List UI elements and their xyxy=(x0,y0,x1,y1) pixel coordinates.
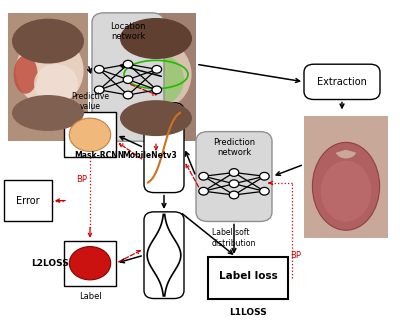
Ellipse shape xyxy=(312,143,380,230)
Text: Predictive
value: Predictive value xyxy=(71,92,109,111)
Ellipse shape xyxy=(12,95,84,131)
Circle shape xyxy=(199,172,208,180)
FancyBboxPatch shape xyxy=(144,103,184,193)
Ellipse shape xyxy=(124,39,192,110)
FancyBboxPatch shape xyxy=(196,132,272,221)
FancyBboxPatch shape xyxy=(304,64,380,100)
Circle shape xyxy=(123,76,133,83)
Circle shape xyxy=(199,187,208,195)
Ellipse shape xyxy=(120,18,192,59)
FancyBboxPatch shape xyxy=(144,212,184,299)
Circle shape xyxy=(229,180,239,187)
Bar xyxy=(208,257,288,299)
Text: Label soft
distribution: Label soft distribution xyxy=(212,228,256,247)
Bar xyxy=(116,13,196,141)
Circle shape xyxy=(94,86,104,94)
Bar xyxy=(4,180,52,221)
Circle shape xyxy=(260,187,269,195)
Ellipse shape xyxy=(14,55,38,94)
Text: Prediction
network: Prediction network xyxy=(213,138,255,157)
Text: Mask-RCNN: Mask-RCNN xyxy=(74,151,124,160)
Wedge shape xyxy=(336,150,356,159)
Text: BP: BP xyxy=(290,251,302,260)
Circle shape xyxy=(123,60,133,68)
Text: Label: Label xyxy=(79,292,101,301)
Circle shape xyxy=(229,169,239,176)
Bar xyxy=(64,241,116,286)
Circle shape xyxy=(94,65,104,73)
Text: Extraction: Extraction xyxy=(317,77,367,87)
Text: L1LOSS: L1LOSS xyxy=(229,308,267,317)
Ellipse shape xyxy=(16,35,84,106)
Text: MobileNetv3: MobileNetv3 xyxy=(122,151,177,160)
Text: BP: BP xyxy=(76,175,88,184)
Text: L2LOSS: L2LOSS xyxy=(31,259,69,268)
Circle shape xyxy=(69,118,111,152)
Circle shape xyxy=(260,172,269,180)
Text: Label loss: Label loss xyxy=(219,271,277,281)
Circle shape xyxy=(152,86,162,94)
Ellipse shape xyxy=(128,53,184,107)
Text: Error: Error xyxy=(16,195,40,206)
Ellipse shape xyxy=(34,64,78,103)
Bar xyxy=(304,116,388,238)
Text: Location
network: Location network xyxy=(110,22,146,41)
Bar xyxy=(8,13,88,141)
Circle shape xyxy=(152,65,162,73)
Ellipse shape xyxy=(120,100,192,136)
Circle shape xyxy=(123,91,133,99)
Ellipse shape xyxy=(12,19,84,64)
Bar xyxy=(64,112,116,157)
Circle shape xyxy=(69,247,111,280)
FancyBboxPatch shape xyxy=(92,13,164,141)
Circle shape xyxy=(229,191,239,199)
Ellipse shape xyxy=(321,161,371,222)
